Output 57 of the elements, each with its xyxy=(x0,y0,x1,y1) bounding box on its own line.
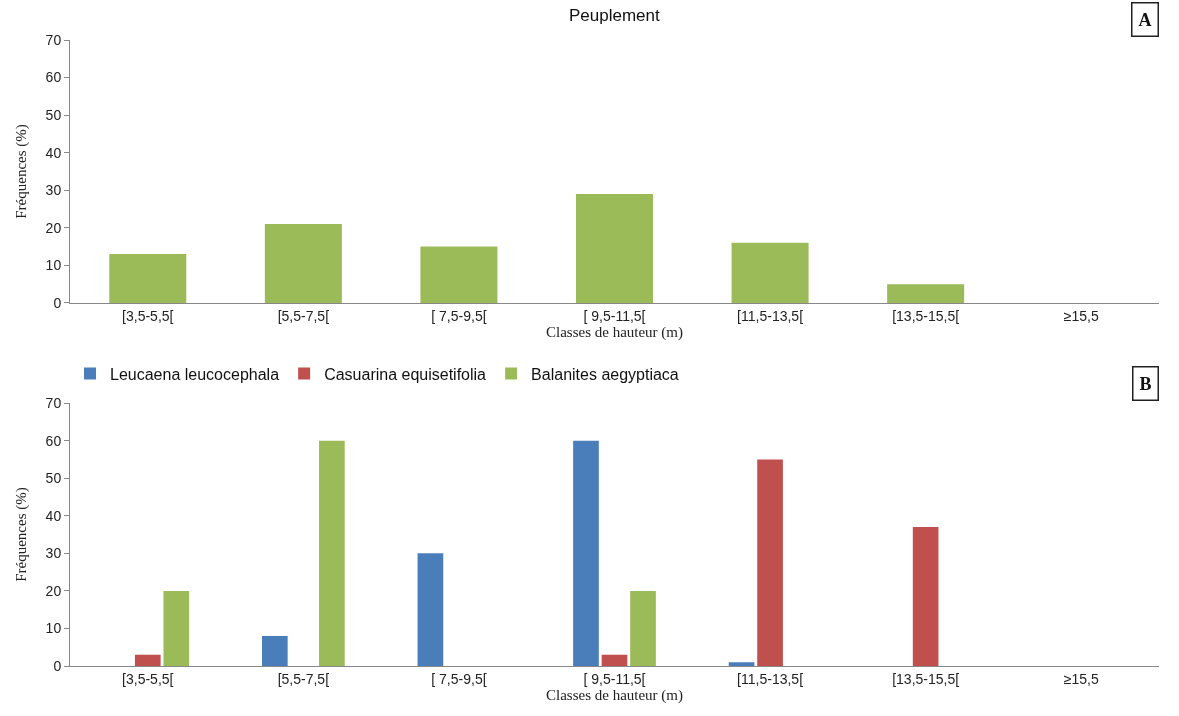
y-tick-label: 20 xyxy=(45,219,62,236)
bar xyxy=(887,284,965,303)
text: B xyxy=(1139,373,1152,394)
x-tick-label: [13,5-15,5[ xyxy=(892,670,960,687)
bar xyxy=(912,527,939,666)
bar xyxy=(262,635,288,666)
x-axis-title: Classes de hauteur (m) xyxy=(545,686,684,704)
bar xyxy=(134,654,161,666)
y-tick-label: 50 xyxy=(45,470,62,487)
x-tick-label: [5,5-7,5[ xyxy=(277,307,330,324)
x-tick-label: ≥15,5 xyxy=(1063,307,1099,324)
legend-label: Balanites aegyptiaca xyxy=(531,365,679,383)
x-axis-title: Classes de hauteur (m) xyxy=(545,323,684,341)
x-tick-label: [11,5-13,5[ xyxy=(737,670,804,687)
bar xyxy=(264,224,342,303)
y-tick-label: 60 xyxy=(45,432,62,449)
y-tick-label: 0 xyxy=(53,294,62,311)
bar xyxy=(757,459,783,666)
x-tick-label: [ 7,5-9,5[ xyxy=(431,670,487,687)
y-tick-label: 70 xyxy=(45,31,62,48)
bar xyxy=(163,590,190,666)
x-tick-label: ≥15,5 xyxy=(1063,670,1099,687)
text: A xyxy=(1138,9,1152,30)
x-tick-label: [3,5-5,5[ xyxy=(122,670,174,687)
bar xyxy=(728,662,755,666)
chart-title: Peuplement xyxy=(569,6,660,25)
y-tick-label: 40 xyxy=(45,144,62,161)
bar xyxy=(630,590,656,666)
x-tick-label: [ 9,5-11,5[ xyxy=(583,307,646,324)
x-tick-label: [13,5-15,5[ xyxy=(892,307,960,324)
y-tick-label: 0 xyxy=(53,657,62,674)
bar xyxy=(109,254,187,303)
bar xyxy=(731,242,809,303)
legend-label: Casuarina equisetifolia xyxy=(324,365,487,383)
y-tick-label: 50 xyxy=(45,107,62,124)
bar xyxy=(319,440,345,666)
y-tick-label: 10 xyxy=(45,257,62,274)
y-tick-label: 10 xyxy=(45,620,62,637)
y-tick-label: 60 xyxy=(45,69,62,86)
bar xyxy=(417,553,444,666)
legend-label: Leucaena leucocephala xyxy=(110,365,280,383)
bar xyxy=(573,440,599,666)
y-axis-title: Fréquences (%) xyxy=(12,487,30,582)
bar xyxy=(576,194,653,303)
y-tick-label: 30 xyxy=(45,182,62,199)
y-tick-label: 30 xyxy=(45,545,62,562)
y-tick-label: 70 xyxy=(45,394,62,411)
bar xyxy=(601,654,628,666)
x-tick-label: [3,5-5,5[ xyxy=(122,307,174,324)
x-tick-label: [5,5-7,5[ xyxy=(277,670,330,687)
bar xyxy=(420,246,498,303)
y-tick-label: 20 xyxy=(45,582,62,599)
x-tick-label: [ 7,5-9,5[ xyxy=(431,307,487,324)
y-axis-title: Fréquences (%) xyxy=(12,124,30,219)
x-tick-label: [ 9,5-11,5[ xyxy=(583,670,646,687)
y-tick-label: 40 xyxy=(45,507,62,524)
x-tick-label: [11,5-13,5[ xyxy=(737,307,804,324)
